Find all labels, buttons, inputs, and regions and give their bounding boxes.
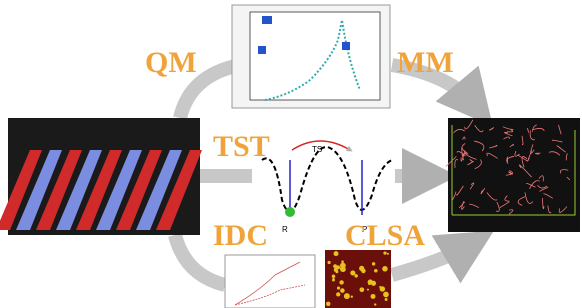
speck bbox=[359, 287, 364, 292]
speck bbox=[374, 303, 376, 305]
speck bbox=[385, 298, 388, 301]
speck bbox=[336, 292, 340, 296]
speck bbox=[344, 293, 350, 299]
speck bbox=[382, 266, 388, 272]
r-label: R bbox=[282, 225, 288, 234]
idc-chart bbox=[225, 255, 315, 308]
clsa-label: CLSA bbox=[345, 219, 425, 252]
left-panel bbox=[0, 118, 202, 235]
speck bbox=[337, 286, 340, 289]
speck bbox=[359, 266, 364, 271]
speck bbox=[387, 253, 389, 255]
speck bbox=[372, 262, 375, 265]
speck bbox=[336, 265, 340, 269]
mm-panel bbox=[446, 118, 580, 232]
ts-label: TS bbox=[312, 145, 322, 154]
mm-label: MM bbox=[397, 46, 454, 79]
speck bbox=[340, 266, 346, 272]
speck bbox=[351, 296, 353, 298]
speck bbox=[341, 260, 344, 263]
tst-label: TST bbox=[213, 130, 270, 163]
idc-label: IDC bbox=[213, 219, 268, 252]
speck bbox=[326, 302, 330, 306]
speck bbox=[371, 294, 376, 299]
speck bbox=[334, 251, 339, 256]
speck bbox=[379, 286, 381, 288]
speck bbox=[332, 278, 334, 280]
diagram: TS R P QM MM TST IDC CLSA bbox=[0, 0, 582, 308]
speck bbox=[354, 274, 358, 278]
speck bbox=[335, 270, 338, 273]
speck bbox=[350, 270, 355, 275]
qm-chart bbox=[232, 5, 390, 108]
qm-label: QM bbox=[145, 46, 197, 79]
speck bbox=[340, 288, 345, 293]
speck bbox=[328, 261, 331, 264]
speck bbox=[367, 289, 369, 291]
speck bbox=[374, 269, 378, 273]
speck bbox=[332, 275, 336, 279]
speck bbox=[383, 292, 389, 298]
speck bbox=[368, 283, 370, 285]
speck bbox=[339, 280, 343, 284]
clsa-image bbox=[325, 250, 391, 308]
